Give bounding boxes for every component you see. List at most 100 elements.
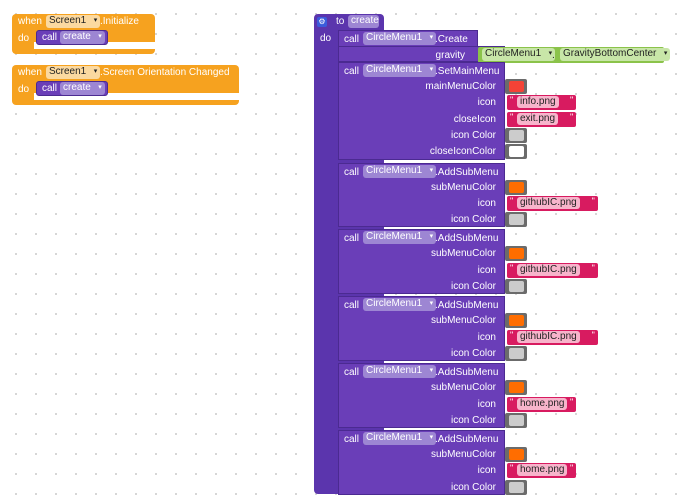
param-label: mainMenuColor [425,81,496,92]
method-name: .Create [435,34,468,45]
call-label: call [344,367,360,379]
quote-close: " [591,195,595,206]
call-label: call [42,83,58,94]
component-dropdown[interactable]: CircleMenu1 [363,365,437,379]
call-label: call [344,300,360,312]
quote-close: " [591,262,595,273]
color-block[interactable] [505,380,527,396]
procedure-name-field[interactable]: create [348,15,379,28]
component-dropdown[interactable]: CircleMenu1 [363,164,437,178]
color-block[interactable] [505,179,527,195]
param-label: icon [477,264,496,276]
component-dropdown[interactable]: CircleMenu1 [363,64,437,77]
event-name: .Initialize [100,16,139,27]
color-block[interactable] [505,479,527,495]
quote-close: " [569,396,574,407]
param-label: closeIconColor [429,146,496,158]
method-name: .AddSubMenu [435,166,499,178]
call-label: call [344,34,360,45]
quote-open: " [510,396,514,407]
text-string-block[interactable]: " home.png " [507,463,577,479]
method-name: .AddSubMenu [435,367,499,379]
color-swatch [509,281,524,292]
param-label: subMenuColor [430,382,496,394]
text-string-block[interactable]: " githubIC.png " [507,329,598,345]
quote-open: " [510,262,514,273]
event-gap [34,42,155,49]
when-label: when [18,67,42,78]
color-swatch [509,181,524,193]
color-block[interactable] [505,79,527,94]
component-dropdown[interactable]: CircleMenu1 [363,298,437,312]
text-value[interactable]: githubIC.png [517,330,580,343]
procedure-dropdown[interactable]: create [60,31,105,44]
text-value[interactable]: info.png [517,96,559,109]
text-value[interactable]: githubIC.png [517,263,580,276]
color-block[interactable] [505,279,527,294]
property-dropdown[interactable]: GravityBottomCenter [560,48,671,61]
to-label: to [336,16,345,27]
do-label: do [18,84,30,95]
color-swatch [509,146,524,158]
text-value[interactable]: exit.png [517,112,559,125]
method-name: .AddSubMenu [435,300,499,312]
color-block[interactable] [505,447,527,463]
call-label: call [344,233,360,245]
quote-close: " [569,95,574,106]
gear-icon[interactable]: ⚙ [317,17,327,27]
color-swatch [509,449,524,461]
color-block[interactable] [505,313,527,329]
component-dropdown[interactable]: Screen1 [46,15,101,28]
quote-open: " [510,329,514,340]
color-block[interactable] [505,246,527,262]
param-label: subMenuColor [430,315,496,327]
param-label: icon Color [450,481,496,493]
call-label: call [42,32,58,43]
param-label: icon Color [450,347,496,359]
text-string-block[interactable]: " home.png " [507,396,577,412]
dot-label: . [552,50,555,61]
call-label: call [344,66,360,77]
call-circlemenu-setmainmenu[interactable] [338,62,505,160]
procedure-dropdown[interactable]: create [60,82,105,95]
text-value[interactable]: home.png [517,464,568,477]
method-name: .AddSubMenu [435,233,499,245]
text-string-block[interactable]: " exit.png " [507,111,577,127]
when-label: when [18,16,42,27]
text-value[interactable]: githubIC.png [517,196,580,209]
text-value[interactable]: home.png [517,397,568,410]
color-block[interactable] [505,127,527,143]
color-swatch [509,382,524,394]
param-label: subMenuColor [430,181,496,193]
param-label: icon Color [450,281,496,292]
color-block[interactable] [505,144,527,160]
color-swatch [509,315,524,327]
quote-close: " [591,329,595,340]
component-dropdown[interactable]: CircleMenu1 [482,48,556,61]
component-dropdown[interactable]: CircleMenu1 [363,231,437,245]
text-string-block[interactable]: " info.png " [507,95,577,111]
param-label: icon [477,465,496,477]
color-swatch [509,481,524,493]
component-dropdown[interactable]: CircleMenu1 [363,32,437,45]
component-dropdown[interactable]: Screen1 [46,66,101,79]
param-label: subMenuColor [430,248,496,260]
param-label: icon [477,331,496,343]
quote-open: " [510,195,514,206]
text-string-block[interactable]: " githubIC.png " [507,195,598,211]
color-block[interactable] [505,212,527,228]
quote-open: " [510,463,514,474]
param-label: icon [477,398,496,410]
color-swatch [509,248,524,260]
color-block[interactable] [505,412,527,428]
call-label: call [344,434,360,446]
color-swatch [509,214,524,226]
quote-open: " [510,95,514,106]
do-label: do [18,33,30,44]
color-swatch [509,129,524,141]
component-dropdown[interactable]: CircleMenu1 [363,432,437,446]
color-block[interactable] [505,345,527,361]
event-gap [34,93,239,100]
text-string-block[interactable]: " githubIC.png " [507,262,598,278]
event-name: .Screen Orientation Changed [100,67,230,78]
